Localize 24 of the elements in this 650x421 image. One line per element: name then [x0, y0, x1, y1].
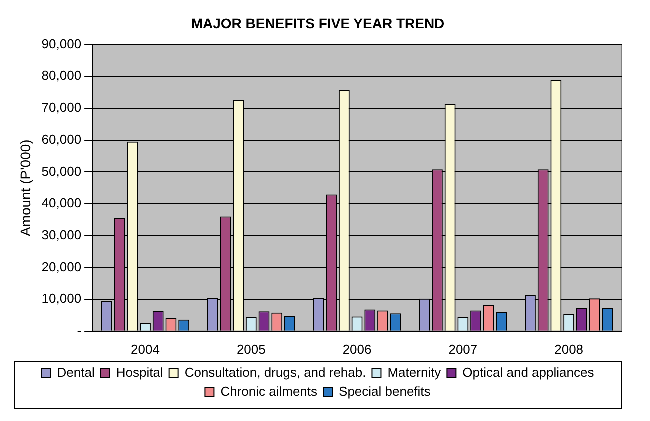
legend-label: Optical and appliances [462, 365, 595, 380]
y-tick-label: 40,000 [42, 196, 82, 211]
x-tick-label: 2005 [236, 342, 266, 357]
y-tick-label: 50,000 [42, 164, 82, 179]
x-tick-label: 2004 [131, 342, 160, 357]
y-tick-label: 30,000 [42, 227, 82, 242]
y-tick-label: 90,000 [42, 36, 82, 52]
y-tick-label: 60,000 [42, 132, 82, 147]
x-tick-label: 2008 [554, 342, 584, 357]
legend-label: Dental [57, 365, 95, 380]
legend-label: Hospital [116, 365, 164, 380]
legend-label: Special benefits [339, 384, 432, 400]
y-axis-title: Amount (P'000) [17, 140, 34, 237]
x-tick-label: 2006 [342, 342, 372, 357]
y-tick-label: 80,000 [42, 68, 82, 84]
y-tick-label: 10,000 [42, 291, 82, 306]
legend-label: Chronic ailments [220, 384, 318, 400]
legend-label: Maternity [388, 365, 442, 380]
y-tick-label: 20,000 [42, 259, 82, 274]
y-tick-label: 70,000 [42, 100, 82, 116]
chart-title: MAJOR BENEFITS FIVE YEAR TREND [191, 15, 445, 32]
legend-label: Consultation, drugs, and rehab. [184, 365, 366, 380]
y-tick-label: - [77, 322, 82, 338]
x-tick-label: 2007 [448, 342, 478, 357]
